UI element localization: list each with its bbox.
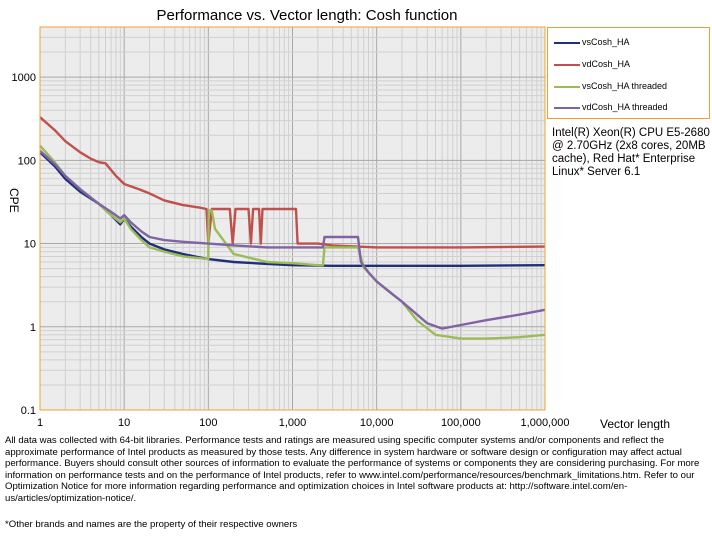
x-tick-label: 1 [37, 417, 43, 429]
chart-title: Performance vs. Vector length: Cosh func… [157, 7, 458, 24]
legend-item: vsCosh_HA threaded [554, 80, 667, 92]
legend-label: vdCosh_HA [582, 59, 631, 69]
disclaimer-text: All data was collected with 64-bit libra… [5, 435, 700, 504]
chart: Performance vs. Vector length: Cosh func… [7, 7, 670, 430]
legend-swatch [554, 63, 580, 66]
x-tick-label: 10 [118, 417, 130, 429]
x-tick-label: 1,000,000 [521, 417, 570, 429]
x-tick-label: 1,000 [279, 417, 307, 429]
legend-swatch [554, 85, 580, 88]
x-axis-label: Vector length [600, 417, 670, 430]
series-line-vdcosh-ha [39, 116, 546, 249]
y-tick-label: 100 [18, 155, 36, 167]
x-tick-label: 100,000 [441, 417, 481, 429]
legend-item: vsCosh_HA [554, 36, 630, 48]
y-axis-label: CPE [7, 188, 21, 213]
legend-label: vsCosh_HA threaded [582, 81, 668, 91]
legend-item: vdCosh_HA [554, 58, 630, 70]
legend-swatch [554, 106, 580, 109]
trademark-footnote: *Other brands and names are the property… [5, 519, 298, 530]
x-tick-labels: 1 10 100 1,000 10,000 100,000 1,000,000 [37, 417, 570, 429]
y-tick-label: 10 [24, 239, 36, 251]
legend-label: vdCosh_HA threaded [582, 102, 668, 112]
legend-item: vdCosh_HA threaded [554, 101, 668, 113]
y-tick-label: 1 [30, 322, 36, 334]
system-config-note: Intel(R) Xeon(R) CPU E5-2680 @ 2.70GHz (… [552, 127, 710, 178]
x-tick-label: 10,000 [360, 417, 394, 429]
legend-swatch [554, 41, 580, 44]
y-tick-label: 0.1 [21, 405, 36, 417]
y-tick-labels: 0.1 1 10 100 1000 [12, 72, 36, 417]
legend-label: vsCosh_HA [582, 37, 630, 47]
x-tick-label: 100 [199, 417, 217, 429]
legend: vsCosh_HA vdCosh_HA vsCosh_HA threaded v… [547, 27, 710, 119]
y-tick-label: 1000 [12, 72, 36, 84]
grid [39, 26, 545, 411]
series-group [39, 116, 546, 340]
plot-frame [39, 26, 546, 411]
series-line-vdcosh-ha-threaded [39, 149, 546, 330]
